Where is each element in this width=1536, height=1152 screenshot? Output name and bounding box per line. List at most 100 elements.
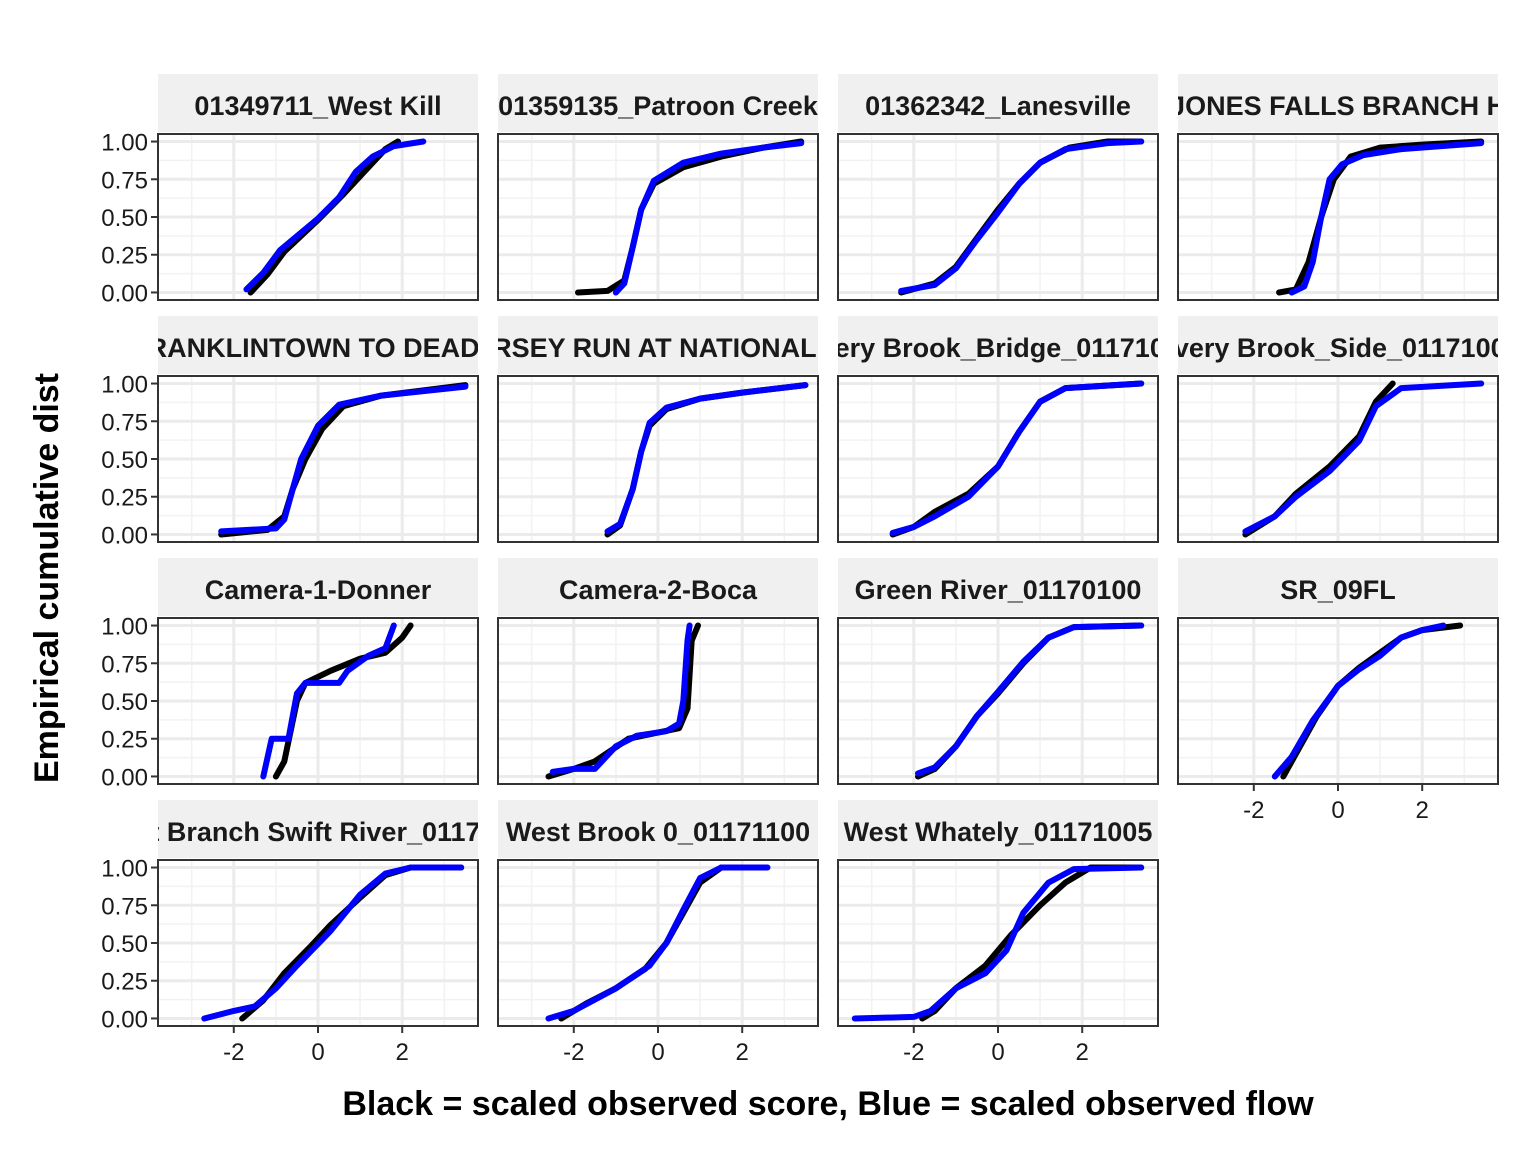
facet-strip <box>838 74 1158 132</box>
flow-ecdf-line <box>1288 140 1485 296</box>
facet-panel: West Brook 0_01171100 -2 0 2 <box>497 800 819 1066</box>
facet-title: 01583979_SF JONES FALLS BRANCH HERBERT R… <box>993 91 1536 121</box>
y-tick-label: 0.25 <box>101 485 148 512</box>
panel-border <box>497 617 819 785</box>
grid-lines <box>838 860 1158 1026</box>
y-tick-label: 0.75 <box>101 167 148 194</box>
x-tick-label: 0 <box>1331 797 1344 824</box>
grid-lines <box>158 376 478 542</box>
facet-strip <box>498 558 818 616</box>
facet-strip <box>1178 74 1498 132</box>
facet-title: West Brook 0_01171100 <box>506 817 810 847</box>
flow-ecdf-line <box>898 138 1145 294</box>
y-tick-label: 1.00 <box>101 614 148 641</box>
panel-border <box>497 375 819 543</box>
x-tick-label: 0 <box>651 1039 664 1066</box>
y-tick-label: 0.00 <box>101 522 148 549</box>
facet-title: Camera-2-Boca <box>559 575 758 605</box>
facet-strip <box>838 800 1158 858</box>
facet-panel: West Branch Swift River_01174565 0.00 0.25… <box>95 800 540 1066</box>
y-tick-label: 0.75 <box>101 651 148 678</box>
facet-panel: Green River_01170100 <box>837 558 1159 785</box>
facet-panel: 01594670_HURSEY RUN AT NATIONAL ARBORETU… <box>318 316 998 543</box>
y-tick-label: 0.75 <box>101 409 148 436</box>
panel-border <box>837 375 1159 543</box>
facet-title: West Whately_01171005 <box>844 817 1153 847</box>
grid-lines <box>498 134 818 300</box>
flow-ecdf-line <box>545 864 771 1022</box>
y-tick-label: 0.50 <box>101 205 148 232</box>
facet-title: 01594670_HURSEY RUN AT NATIONAL ARBORETU… <box>318 333 998 363</box>
y-axis-title: Empirical cumulative dist <box>28 373 66 783</box>
facet-panel: SR_09FL -2 0 2 <box>1177 558 1499 824</box>
flow-ecdf-line <box>549 622 693 775</box>
facet-panel: 01583979_SF JONES FALLS BRANCH HERBERT R… <box>993 74 1536 301</box>
y-tick-label: 0.25 <box>101 243 148 270</box>
x-tick-label: 2 <box>1416 797 1429 824</box>
facet-strip <box>498 74 818 132</box>
y-tick-label: 0.00 <box>101 1006 148 1033</box>
flow-ecdf-line <box>1242 380 1485 535</box>
flow-ecdf-line <box>243 138 427 293</box>
y-tick-label: 1.00 <box>101 856 148 883</box>
y-tick-label: 0.50 <box>101 689 148 716</box>
flow-ecdf-line <box>612 140 805 296</box>
x-axis-title: Black = scaled observed score, Blue = sc… <box>342 1085 1314 1123</box>
y-tick-label: 0.00 <box>101 280 148 307</box>
flow-ecdf-line <box>889 380 1145 536</box>
x-tick-label: 2 <box>1076 1039 1089 1066</box>
facet-title: Avery Brook_Side_01171000 <box>1155 333 1520 363</box>
facet-strip <box>498 800 818 858</box>
facet-title: West Branch Swift River_01174565 <box>95 817 540 847</box>
x-tick-label: 0 <box>991 1039 1004 1066</box>
facet-title: Camera-1-Donner <box>205 575 432 605</box>
facet-strip <box>1178 316 1498 374</box>
facet-title: 01362342_Lanesville <box>865 91 1131 121</box>
facet-panel: Camera-1-Donner 0.00 0.25 0.50 0.75 1.00 <box>101 558 479 791</box>
y-tick-label: 0.50 <box>101 447 148 474</box>
facet-strip <box>498 316 818 374</box>
facet-title: Green River_01170100 <box>855 575 1142 605</box>
facet-panel: Camera-2-Boca <box>497 558 819 785</box>
facet-panel: 01359135_Patroon Creek <box>497 74 819 301</box>
x-tick-label: 0 <box>311 1039 324 1066</box>
flow-ecdf-line <box>851 864 1145 1022</box>
y-tick-label: 1.00 <box>101 130 148 157</box>
facet-title: 01349711_West Kill <box>194 91 441 121</box>
facet-strip <box>158 800 478 858</box>
facet-title: 01589330_DEAD RUN AT FRANKLINTOWN TO DEA… <box>0 333 831 363</box>
y-tick-label: 0.75 <box>101 893 148 920</box>
facet-title: SR_09FL <box>1280 575 1396 605</box>
facet-panel: Avery Brook_Bridge_01171000 <box>801 316 1195 543</box>
flow-ecdf-line <box>604 382 809 535</box>
grid-lines <box>1178 618 1498 784</box>
y-tick-label: 0.50 <box>101 931 148 958</box>
y-tick-label: 0.25 <box>101 727 148 754</box>
facet-panel: West Whately_01171005 -2 0 2 <box>837 800 1159 1066</box>
grid-lines <box>158 618 478 784</box>
facet-panel: 01589330_DEAD RUN AT FRANKLINTOWN TO DEA… <box>0 316 831 549</box>
facet-panel: Avery Brook_Side_01171000 <box>1155 316 1520 543</box>
panels-layer: 01349711_West Kill0.000.250.500.751.0001… <box>0 74 1536 1066</box>
flow-ecdf-line <box>1271 622 1447 780</box>
grid-lines <box>838 618 1158 784</box>
y-tick-label: 0.25 <box>101 969 148 996</box>
grid-lines <box>1178 376 1498 542</box>
facet-title: 01359135_Patroon Creek <box>498 91 819 121</box>
flow-ecdf-line <box>915 622 1145 777</box>
facet-panel: 01362342_Lanesville <box>837 74 1159 301</box>
facet-strip <box>158 316 478 374</box>
facet-strip <box>838 558 1158 616</box>
flow-ecdf-line <box>201 864 465 1022</box>
facet-strip <box>158 558 478 616</box>
y-tick-label: 1.00 <box>101 372 148 399</box>
facet-title: Avery Brook_Bridge_01171000 <box>801 333 1195 363</box>
x-tick-label: -2 <box>563 1039 584 1066</box>
x-tick-label: -2 <box>1243 797 1264 824</box>
y-tick-label: 0.00 <box>101 764 148 791</box>
grid-lines <box>498 376 818 542</box>
facet-strip <box>838 316 1158 374</box>
x-tick-label: -2 <box>903 1039 924 1066</box>
panel-border <box>837 133 1159 301</box>
